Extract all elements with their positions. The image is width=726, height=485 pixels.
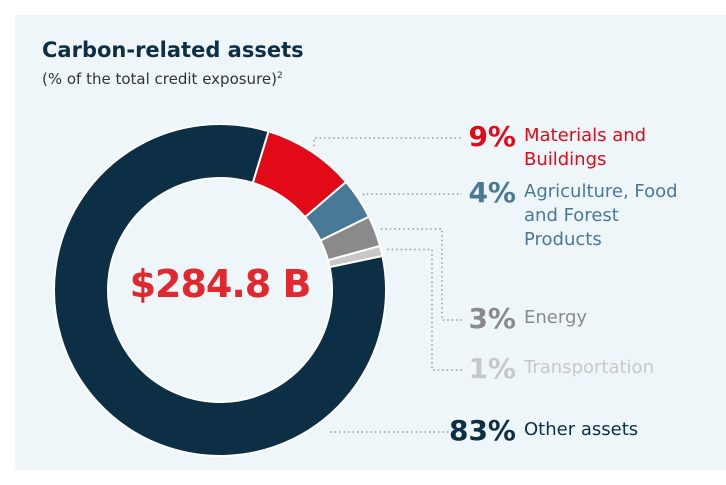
leader-line: [387, 248, 462, 371]
category-label: Other assets: [524, 419, 639, 440]
category-label: Agriculture, Food and Forest Products: [524, 181, 678, 250]
subtitle-text: (% of the total credit exposure): [42, 70, 277, 88]
footnote-mark: 2: [276, 71, 283, 81]
value-label: 3%: [468, 302, 516, 335]
leader-line: [362, 193, 462, 196]
value-label: 83%: [448, 414, 516, 447]
value-label: 1%: [468, 352, 516, 385]
category-label: Transportation: [524, 357, 654, 378]
leader-line: [380, 228, 462, 321]
category-label: Energy: [524, 307, 588, 328]
chart-title: Carbon-related assets: [42, 38, 304, 62]
chart-subtitle: (% of the total credit exposure)2: [42, 70, 283, 88]
center-label: $284.8 B: [129, 262, 312, 306]
category-label: Materials and Buildings: [524, 125, 647, 170]
value-label: 4%: [468, 176, 516, 209]
donut-segment: [53, 123, 387, 457]
value-label: 9%: [468, 120, 516, 153]
